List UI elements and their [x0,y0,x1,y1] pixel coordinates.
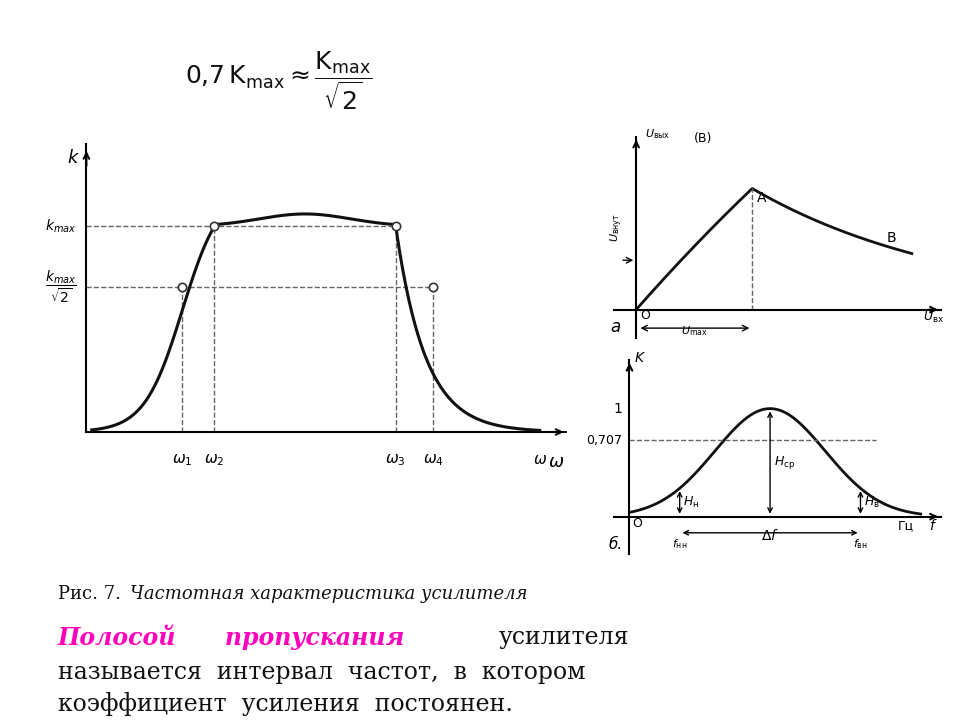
Text: Рис. 7.: Рис. 7. [58,585,127,603]
Text: Частотная характеристика усилителя: Частотная характеристика усилителя [130,585,527,603]
Text: $H_{\mathregular{ср}}$: $H_{\mathregular{ср}}$ [774,454,795,471]
Text: коэффициент  усиления  постоянен.: коэффициент усиления постоянен. [58,692,513,716]
Text: A: A [757,191,767,204]
Text: $\Delta f$: $\Delta f$ [761,528,780,544]
Text: $U_{\mathregular{вых}}$: $U_{\mathregular{вых}}$ [645,127,670,141]
Text: $k$: $k$ [66,149,80,167]
Text: O: O [633,518,642,531]
Text: $0{,}7\,\mathrm{K}_{\mathrm{max}} \approx \dfrac{\mathrm{K}_{\mathrm{max}}}{\sqr: $0{,}7\,\mathrm{K}_{\mathrm{max}} \appro… [184,50,372,112]
Text: O: O [640,309,650,322]
Text: $\omega$: $\omega$ [533,453,547,467]
Text: $\omega$: $\omega$ [547,453,564,471]
Text: B: B [886,231,896,246]
Text: $H_{\mathregular{н}}$: $H_{\mathregular{н}}$ [684,495,700,510]
Text: 1: 1 [613,402,622,415]
Text: $\omega_3$: $\omega_3$ [385,453,406,468]
Text: Гц: Гц [898,520,914,533]
Text: $f_{\mathregular{вн}}$: $f_{\mathregular{вн}}$ [853,537,868,551]
Text: $\omega_2$: $\omega_2$ [204,453,225,468]
Text: $K$: $K$ [635,351,646,365]
Text: $f$: $f$ [929,518,938,533]
Text: $\omega_1$: $\omega_1$ [172,453,193,468]
Text: $U_{\mathregular{вх}}$: $U_{\mathregular{вх}}$ [923,310,944,325]
Text: $U_{\mathregular{max}}$: $U_{\mathregular{max}}$ [681,324,708,338]
Text: 0,707: 0,707 [586,433,622,446]
Text: $\omega_4$: $\omega_4$ [422,453,444,468]
Text: $f_{\mathregular{нн}}$: $f_{\mathregular{нн}}$ [672,537,687,551]
Text: называется  интервал  частот,  в  котором: называется интервал частот, в котором [58,661,586,684]
Text: $\dfrac{k_{max}}{\sqrt{2}}$: $\dfrac{k_{max}}{\sqrt{2}}$ [45,269,77,305]
Text: $a$: $a$ [611,318,621,336]
Text: $U_{\mathregular{внут}}$: $U_{\mathregular{внут}}$ [609,213,625,242]
Text: б.: б. [609,537,622,552]
Text: усилителя: усилителя [499,626,630,649]
Text: (В): (В) [694,132,712,145]
Text: $k_{max}$: $k_{max}$ [45,217,77,235]
Text: $H_{\mathregular{в}}$: $H_{\mathregular{в}}$ [864,495,880,510]
Text: Полосой      пропускания: Полосой пропускания [58,624,405,650]
